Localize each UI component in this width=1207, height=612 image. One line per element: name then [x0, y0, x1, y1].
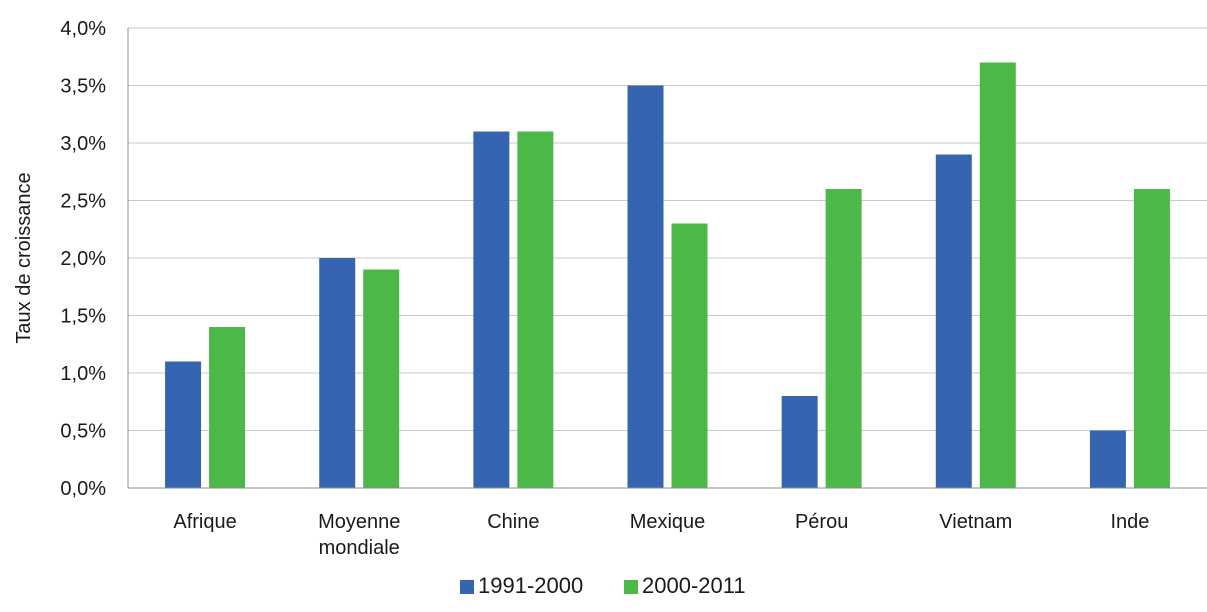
y-axis-title: Taux de croissance — [13, 172, 35, 343]
x-category-label: Pérou — [795, 511, 848, 533]
y-tick-labels: 0,0% 0,5% 1,0% 1,5% 2,0% 2,5% 3,0% 3,5% 4,0% — [60, 18, 106, 500]
bar-1991-2000-chine — [473, 131, 510, 488]
bar-1991-2000-moyenne-mondiale — [319, 258, 356, 488]
bars — [165, 62, 1170, 488]
bar-2000-2011-afrique — [209, 327, 246, 488]
legend-label: 1991-2000 — [478, 573, 583, 598]
legend-label: 2000-2011 — [642, 573, 746, 598]
y-tick-label: 1,0% — [60, 363, 106, 385]
bar-1991-2000-afrique — [165, 361, 202, 488]
y-tick-label: 4,0% — [60, 18, 106, 40]
x-category-label: Inde — [1110, 511, 1149, 533]
legend: 1991-2000 2000-2011 — [460, 573, 746, 598]
bar-2000-2011-chine — [517, 131, 554, 488]
y-tick-label: 0,5% — [60, 421, 106, 443]
x-category-labels: Afrique Moyenne mondiale Chine Mexique Pérou V… — [173, 511, 1149, 559]
y-tick-label: 2,0% — [60, 248, 106, 270]
bar-2000-2011-inde — [1133, 189, 1170, 488]
x-category-label: Moyenne mondiale — [318, 511, 400, 559]
x-category-label: Vietnam — [939, 511, 1012, 533]
x-category-label: Chine — [487, 511, 539, 533]
y-tick-label: 0,0% — [60, 478, 106, 500]
y-tick-label: 1,5% — [60, 306, 106, 328]
bar-1991-2000-mexique — [627, 85, 664, 488]
x-category-label: Mexique — [630, 511, 706, 533]
gridlines — [128, 27, 1207, 431]
bar-2000-2011-mexique — [671, 223, 708, 488]
x-category-label: Afrique — [173, 511, 236, 533]
bar-1991-2000-pérou — [781, 396, 818, 488]
y-tick-label: 3,0% — [60, 133, 106, 155]
bar-1991-2000-inde — [1089, 430, 1126, 488]
y-tick-label: 2,5% — [60, 191, 106, 213]
bar-2000-2011-moyenne-mondiale — [363, 269, 400, 488]
bar-1991-2000-vietnam — [935, 154, 972, 488]
bar-2000-2011-vietnam — [979, 62, 1016, 488]
bar-2000-2011-pérou — [825, 189, 862, 488]
legend-swatch — [460, 580, 474, 594]
y-tick-label: 3,5% — [60, 76, 106, 98]
axes — [127, 28, 1207, 489]
legend-swatch — [624, 580, 638, 594]
